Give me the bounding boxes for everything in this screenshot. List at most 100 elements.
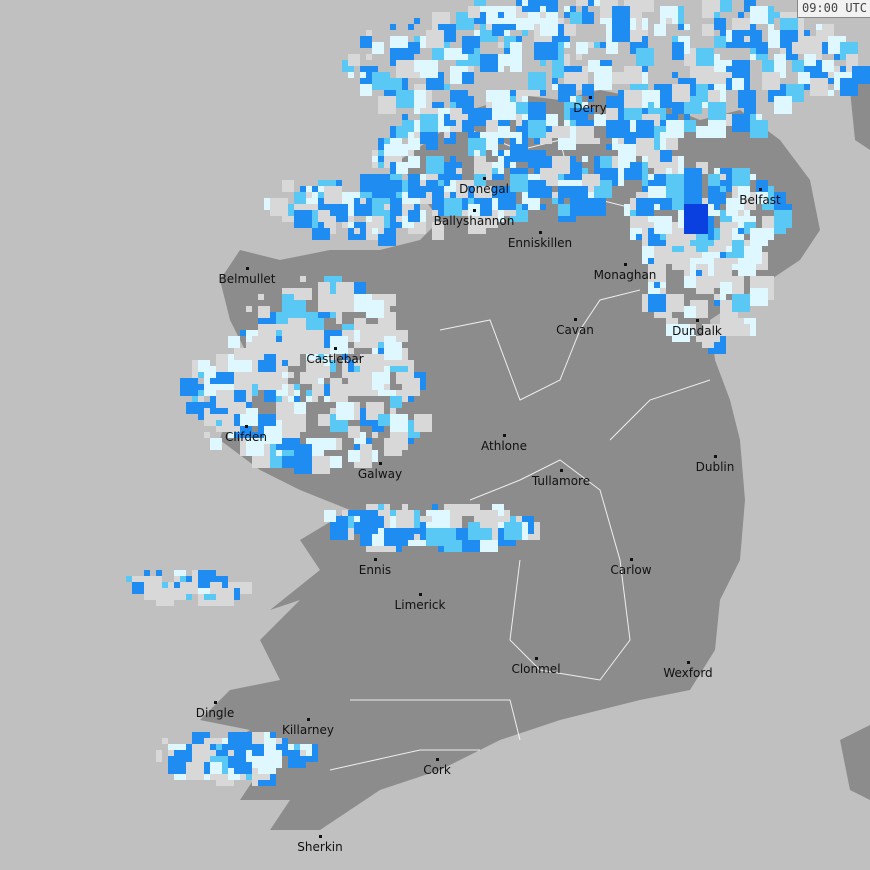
rain-cell: [408, 210, 420, 222]
rain-cell: [270, 456, 282, 468]
rain-cell: [378, 156, 384, 162]
rain-cell: [750, 288, 768, 306]
rain-cell: [348, 222, 354, 228]
city-marker: [687, 661, 690, 664]
rain-cell: [186, 762, 198, 774]
rain-cell: [324, 438, 336, 450]
city-marker: [334, 347, 337, 350]
rain-cell: [672, 324, 690, 342]
city-marker: [696, 319, 699, 322]
rain-cell: [420, 60, 438, 78]
rain-cell: [294, 744, 300, 750]
rain-cell: [378, 318, 396, 336]
rain-cell: [732, 114, 750, 132]
rain-cell: [714, 18, 726, 30]
rain-cell: [594, 0, 600, 6]
rain-cell: [828, 90, 834, 96]
rain-cell: [822, 60, 834, 72]
rain-cell: [258, 294, 264, 300]
rain-cell: [684, 114, 690, 120]
rain-cell: [642, 168, 648, 174]
rain-cell: [564, 30, 570, 36]
rain-cell: [390, 216, 396, 222]
rain-cell: [684, 240, 690, 246]
rain-cell: [252, 750, 258, 756]
rain-cell: [450, 156, 456, 162]
rain-cell: [840, 78, 858, 96]
rain-cell: [750, 6, 768, 24]
rain-cell: [498, 12, 504, 18]
rain-cell: [174, 582, 180, 588]
rain-cell: [234, 348, 246, 360]
rain-cell: [300, 372, 306, 378]
city-label: Sherkin: [297, 840, 343, 854]
rain-cell: [132, 582, 144, 594]
rain-cell: [234, 426, 240, 432]
rain-cell: [300, 288, 312, 300]
rain-cell: [444, 12, 450, 18]
rain-cell: [354, 198, 372, 216]
rain-cell: [246, 438, 264, 456]
rain-cell: [486, 120, 498, 132]
rain-cell: [318, 186, 324, 192]
rain-cell: [270, 198, 288, 216]
rain-cell: [624, 90, 642, 108]
rain-cell: [732, 294, 750, 312]
rain-cell: [210, 762, 222, 774]
rain-cell: [486, 132, 492, 138]
rain-cell: [750, 276, 762, 288]
rain-cell: [276, 330, 282, 336]
city-label: Cavan: [556, 323, 594, 337]
rain-cell: [570, 156, 576, 162]
rain-cell: [492, 168, 498, 174]
rain-cell: [678, 6, 684, 12]
rain-cell: [480, 528, 492, 540]
rain-cell: [540, 90, 546, 96]
rain-cell: [282, 456, 294, 468]
city-marker: [307, 718, 310, 721]
rain-cell: [444, 198, 462, 216]
rain-cell: [276, 312, 288, 324]
city-label: Galway: [357, 467, 403, 481]
rain-cell: [528, 72, 546, 90]
rain-cell: [564, 186, 570, 192]
rain-cell: [360, 330, 378, 348]
rain-cell: [414, 90, 426, 102]
rain-cell: [540, 12, 546, 18]
wales-landmass: [840, 725, 870, 800]
rain-cell: [432, 210, 438, 216]
rain-cell: [234, 756, 246, 768]
rain-cell: [312, 336, 324, 348]
rain-cell: [384, 204, 390, 210]
rain-cell: [192, 396, 198, 402]
rain-cell: [228, 336, 240, 348]
city-marker: [214, 701, 217, 704]
rain-cell: [288, 354, 300, 366]
rain-cell: [168, 582, 186, 600]
rain-cell: [300, 378, 306, 384]
rain-cell: [198, 372, 204, 378]
rain-cell: [228, 750, 234, 756]
rain-cell: [528, 180, 546, 198]
rain-cell: [714, 12, 720, 18]
rain-cell: [630, 228, 636, 234]
rain-cell: [720, 30, 726, 36]
rain-cell: [162, 582, 168, 588]
rain-cell: [144, 582, 162, 600]
rain-cell: [390, 396, 402, 408]
rain-cell: [696, 336, 702, 342]
rain-cell: [816, 24, 822, 30]
rain-cell: [378, 228, 384, 234]
rain-cell: [762, 60, 774, 72]
rain-cell: [696, 126, 708, 138]
rain-cell: [546, 0, 558, 12]
rain-cell: [618, 180, 624, 186]
rain-cell: [552, 84, 558, 90]
rain-cell: [468, 54, 480, 66]
rain-cell: [342, 372, 348, 378]
rain-cell: [774, 12, 780, 18]
rain-cell: [582, 84, 594, 96]
rain-cell: [444, 132, 450, 138]
rain-cell: [630, 210, 636, 216]
